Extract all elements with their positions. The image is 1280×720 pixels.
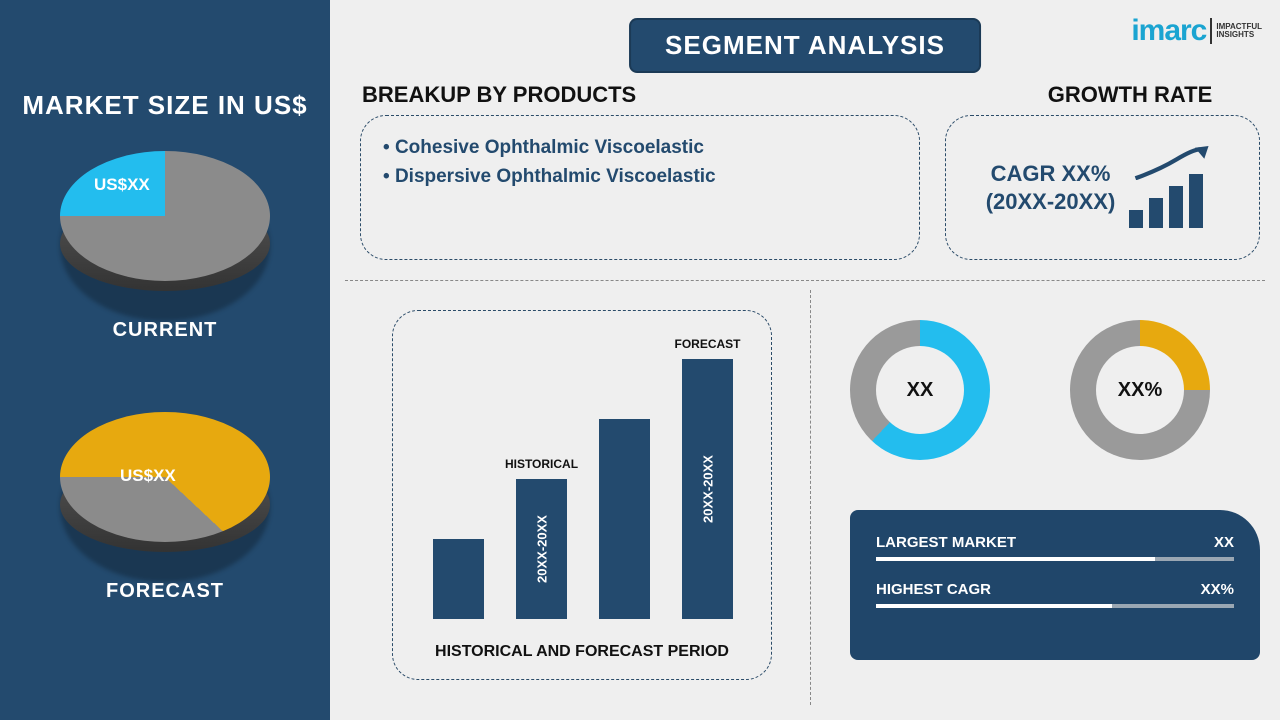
donut-left-value: XX	[876, 346, 964, 434]
v-divider	[810, 290, 811, 705]
donut-right-value: XX%	[1096, 346, 1184, 434]
cagr-text: CAGR XX% (20XX-20XX)	[986, 160, 1116, 215]
summary-value: XX	[1214, 534, 1234, 551]
pie-current-caption: CURRENT	[113, 319, 218, 342]
pie-forecast-value: US$XX	[120, 466, 176, 486]
h-divider	[345, 280, 1265, 281]
summary-label: LARGEST MARKET	[876, 534, 1016, 551]
pie-current-value: US$XX	[94, 175, 150, 195]
hist-bar	[433, 539, 484, 619]
left-panel: MARKET SIZE IN US$ US$XX CURRENT US$XX F…	[0, 0, 330, 720]
main-area: SEGMENT ANALYSIS imarc IMPACTFUL INSIGHT…	[330, 0, 1280, 720]
donut-right: XX%	[1070, 320, 1210, 460]
breakup-box: Cohesive Ophthalmic ViscoelasticDispersi…	[360, 115, 920, 260]
pie-forecast: US$XX	[50, 402, 280, 572]
donut-left: XX	[850, 320, 990, 460]
page-title: SEGMENT ANALYSIS	[629, 18, 981, 73]
summary-value: XX%	[1201, 581, 1234, 598]
hist-bar: HISTORICAL20XX-20XX	[516, 479, 567, 619]
summary-row: LARGEST MARKET XX	[876, 534, 1234, 551]
brand-logo: imarc IMPACTFUL INSIGHTS	[1131, 14, 1262, 48]
logo-tag2: INSIGHTS	[1216, 31, 1262, 39]
cagr-line1: CAGR XX%	[986, 160, 1116, 188]
hist-bar: FORECAST20XX-20XX	[682, 359, 733, 619]
summary-card: LARGEST MARKET XX HIGHEST CAGR XX%	[850, 510, 1260, 660]
market-size-title: MARKET SIZE IN US$	[22, 90, 307, 121]
growth-chart-icon	[1129, 148, 1219, 228]
pie-forecast-caption: FORECAST	[106, 580, 224, 603]
historical-forecast-chart: HISTORICAL20XX-20XX FORECAST20XX-20XX HIS…	[392, 310, 772, 680]
donut-row: XX XX%	[850, 320, 1210, 460]
breakup-item: Dispersive Ophthalmic Viscoelastic	[383, 163, 897, 192]
breakup-item: Cohesive Ophthalmic Viscoelastic	[383, 134, 897, 163]
logo-text: imarc	[1131, 14, 1206, 48]
growth-box: CAGR XX% (20XX-20XX)	[945, 115, 1260, 260]
summary-row: HIGHEST CAGR XX%	[876, 581, 1234, 598]
cagr-line2: (20XX-20XX)	[986, 188, 1116, 216]
breakup-heading: BREAKUP BY PRODUCTS	[362, 82, 636, 108]
hist-caption: HISTORICAL AND FORECAST PERIOD	[393, 643, 771, 661]
pie-current: US$XX	[50, 141, 280, 311]
growth-heading: GROWTH RATE	[1010, 82, 1250, 108]
hist-bar	[599, 419, 650, 619]
summary-label: HIGHEST CAGR	[876, 581, 991, 598]
breakup-list: Cohesive Ophthalmic ViscoelasticDispersi…	[383, 134, 897, 191]
